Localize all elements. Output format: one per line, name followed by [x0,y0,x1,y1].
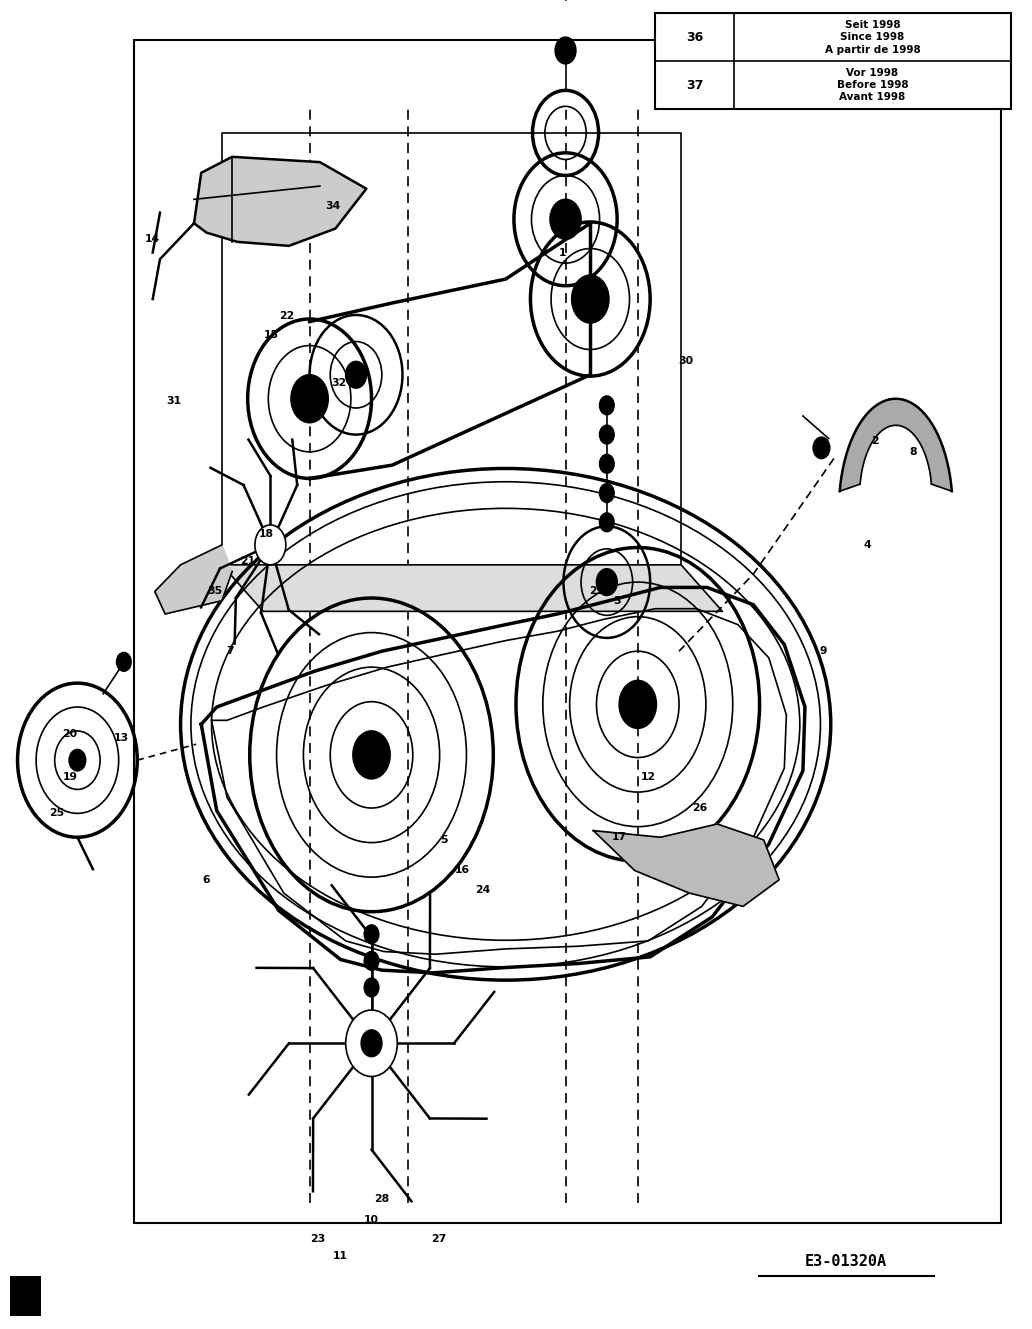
Circle shape [353,731,390,779]
Circle shape [550,199,581,239]
Polygon shape [593,824,779,906]
Circle shape [555,37,576,64]
Text: 6: 6 [202,874,211,885]
Text: Seit 1998
Since 1998
A partir de 1998: Seit 1998 Since 1998 A partir de 1998 [825,20,921,54]
Text: 34: 34 [326,201,341,211]
Circle shape [117,653,131,671]
Text: 21: 21 [240,556,255,566]
Circle shape [600,396,614,415]
Text: 2: 2 [871,436,879,447]
Circle shape [572,275,609,323]
Text: 18: 18 [259,529,273,540]
Text: 33: 33 [579,290,593,300]
Text: 32: 32 [331,377,346,388]
Text: 22: 22 [280,311,294,322]
Text: 14: 14 [146,234,160,245]
Text: 24: 24 [476,885,490,896]
Text: 7: 7 [226,646,234,657]
Text: 31: 31 [166,396,181,407]
Circle shape [291,375,328,423]
Circle shape [619,680,656,728]
Polygon shape [155,545,232,614]
Bar [10,1276,41,1316]
Circle shape [600,425,614,444]
Polygon shape [222,565,722,611]
Circle shape [813,437,830,459]
Circle shape [346,1010,397,1076]
Polygon shape [194,157,366,246]
Text: 1: 1 [558,247,567,258]
Text: 13: 13 [115,732,129,743]
Text: 36: 36 [686,31,703,44]
Text: 12: 12 [641,772,655,783]
Circle shape [69,750,86,771]
Bar [134,40,1001,1223]
Circle shape [596,569,617,595]
Text: 8: 8 [909,447,917,457]
Text: 3: 3 [613,595,621,606]
Circle shape [364,952,379,970]
Circle shape [255,525,286,565]
Text: 20: 20 [63,728,77,739]
Text: 29: 29 [589,586,604,597]
Polygon shape [840,399,952,492]
Text: 19: 19 [63,772,77,783]
Text: 4: 4 [863,540,871,550]
Text: 30: 30 [679,356,694,367]
Circle shape [361,1030,382,1057]
Circle shape [364,925,379,944]
Circle shape [346,361,366,388]
Circle shape [600,513,614,532]
Text: 17: 17 [612,832,626,843]
Text: 15: 15 [264,330,279,340]
Text: 28: 28 [375,1193,389,1204]
Text: E3-01320A: E3-01320A [805,1255,888,1269]
Text: 35: 35 [207,586,222,597]
Text: 16: 16 [455,865,470,876]
Circle shape [600,484,614,502]
Text: 26: 26 [692,803,707,813]
Text: Vor 1998
Before 1998
Avant 1998: Vor 1998 Before 1998 Avant 1998 [837,68,908,102]
Circle shape [364,978,379,997]
Text: 23: 23 [311,1233,325,1244]
Text: 37: 37 [686,78,703,92]
Text: 11: 11 [333,1251,348,1261]
Text: 25: 25 [50,808,64,819]
Text: 9: 9 [819,646,828,657]
Bar [655,13,1011,109]
Text: 10: 10 [364,1215,379,1225]
Text: 5: 5 [440,835,448,845]
Text: 27: 27 [431,1233,446,1244]
Circle shape [600,455,614,473]
